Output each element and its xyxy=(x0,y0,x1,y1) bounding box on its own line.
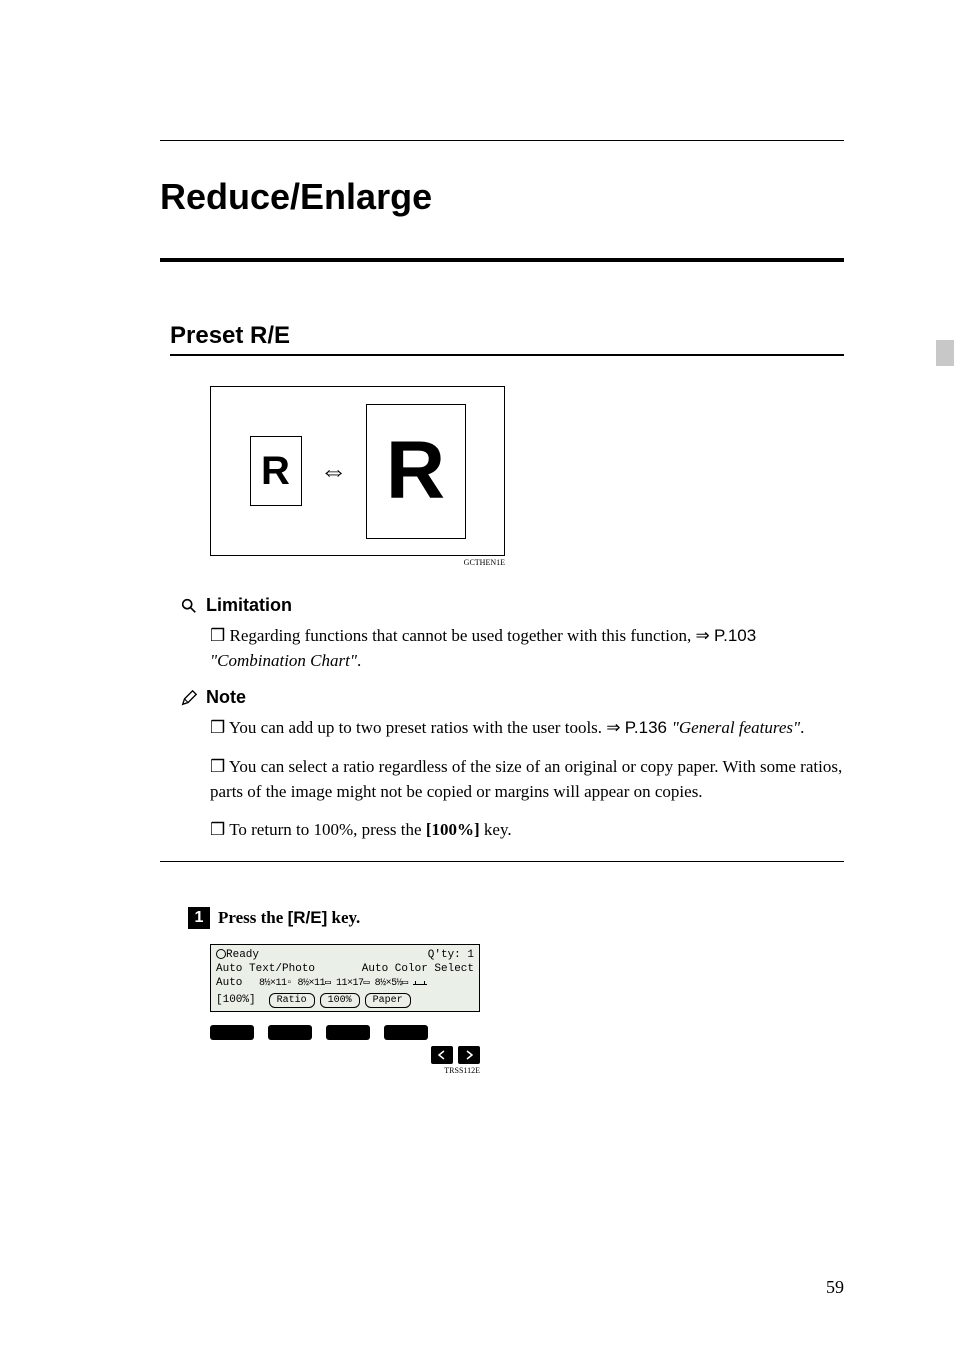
lcd-sizes: 8½×11▫ 8½×11▭ 11×17▭ 8½×5½▭ xyxy=(259,978,427,989)
thick-rule xyxy=(160,258,844,262)
see-symbol: ⇒ xyxy=(695,626,709,645)
limitation-label: Limitation xyxy=(206,595,292,616)
step-suffix: key. xyxy=(327,908,360,927)
lcd-sizes-text: 8½×11▫ 8½×11▭ 11×17▭ 8½×5½▭ xyxy=(259,978,408,989)
hardware-buttons xyxy=(210,1025,844,1040)
hard-button-4[interactable] xyxy=(384,1025,428,1040)
note-heading: Note xyxy=(180,687,844,708)
arrow-left-button[interactable] xyxy=(431,1046,453,1064)
lcd-ready-text: Ready xyxy=(226,949,259,961)
arrow-pair xyxy=(431,1046,480,1064)
lcd-row-4: [100%] Ratio 100% Paper xyxy=(216,993,474,1008)
header-rule xyxy=(160,140,844,141)
page-number: 59 xyxy=(826,1277,844,1298)
arrow-right-icon xyxy=(463,1049,475,1061)
hard-button-3[interactable] xyxy=(326,1025,370,1040)
note0-pageref: P.136 xyxy=(625,718,672,737)
resize-diagram: R ⇔ R GCTHEN1E xyxy=(210,386,844,567)
note2-prefix: To return to 100%, press the xyxy=(229,820,426,839)
lcd-ready: Ready xyxy=(216,948,259,962)
limitation-text: ❒ Regarding functions that cannot be use… xyxy=(210,624,844,673)
arrow-right-button[interactable] xyxy=(458,1046,480,1064)
diagram-caption: GCTHEN1E xyxy=(210,558,505,567)
hard-button-2[interactable] xyxy=(268,1025,312,1040)
lcd-btn-paper[interactable]: Paper xyxy=(365,993,411,1008)
note0-prefix: You can add up to two preset ratios with… xyxy=(229,718,606,737)
pencil-icon xyxy=(180,689,198,707)
section-rule xyxy=(170,354,844,356)
lcd-mode-left: Auto Text/Photo xyxy=(216,962,315,976)
small-letter-box: R xyxy=(250,436,302,506)
limitation-prefix: Regarding functions that cannot be used … xyxy=(230,626,696,645)
arrow-buttons-row xyxy=(210,1046,480,1064)
note0-italic: "General features" xyxy=(672,718,800,737)
lcd-btn-100[interactable]: 100% xyxy=(320,993,360,1008)
step-text: Press the [R/E] key. xyxy=(218,908,360,928)
note-bullet-0: ❒ You can add up to two preset ratios wi… xyxy=(210,716,844,741)
lcd-mode-right: Auto Color Select xyxy=(362,962,474,976)
step-prefix: Press the xyxy=(218,908,288,927)
limitation-italic: "Combination Chart" xyxy=(210,651,357,670)
note0-see: ⇒ xyxy=(606,718,620,737)
lcd-panel-wrapper: Ready Q'ty: 1 Auto Text/Photo Auto Color… xyxy=(210,944,844,1075)
lcd-qty: Q'ty: 1 xyxy=(428,948,474,962)
step-key: [R/E] xyxy=(288,908,328,927)
big-letter-box: R xyxy=(366,404,466,539)
step-1: 1 Press the [R/E] key. xyxy=(188,907,844,929)
hard-button-1[interactable] xyxy=(210,1025,254,1040)
diagram-box: R ⇔ R xyxy=(210,386,505,556)
limitation-suffix: . xyxy=(357,651,361,670)
arrow-left-icon xyxy=(436,1049,448,1061)
panel-caption: TRSS112E xyxy=(210,1066,480,1075)
lcd-auto-inverse: Auto xyxy=(216,977,242,989)
lcd-row-3: Auto 8½×11▫ 8½×11▭ 11×17▭ 8½×5½▭ xyxy=(216,976,474,990)
note-label: Note xyxy=(206,687,246,708)
tray-icon xyxy=(413,978,427,985)
limitation-pageref: P.103 xyxy=(714,626,756,645)
lcd-row-2: Auto Text/Photo Auto Color Select xyxy=(216,962,474,976)
divider-rule xyxy=(160,861,844,862)
limitation-heading: Limitation xyxy=(180,595,844,616)
resize-arrow: ⇔ xyxy=(320,455,348,487)
lcd-panel: Ready Q'ty: 1 Auto Text/Photo Auto Color… xyxy=(210,944,480,1012)
note0-suffix: . xyxy=(800,718,804,737)
note1-text: You can select a ratio regardless of the… xyxy=(210,757,842,801)
note-bullet-1: ❒ You can select a ratio regardless of t… xyxy=(210,755,844,804)
lcd-ratio-value: [100%] xyxy=(216,993,256,1008)
magnifier-icon xyxy=(180,597,198,615)
lcd-btn-ratio[interactable]: Ratio xyxy=(269,993,315,1008)
step-number-badge: 1 xyxy=(188,907,210,929)
page-container: Reduce/Enlarge Preset R/E R ⇔ R GCTHEN1E… xyxy=(0,0,954,1135)
lcd-row-1: Ready Q'ty: 1 xyxy=(216,948,474,962)
note2-key: [100%] xyxy=(426,820,480,839)
note-bullet-2: ❒ To return to 100%, press the [100%] ke… xyxy=(210,818,844,843)
note2-suffix: key. xyxy=(480,820,512,839)
page-title: Reduce/Enlarge xyxy=(160,176,844,218)
section-heading: Preset R/E xyxy=(170,322,844,350)
